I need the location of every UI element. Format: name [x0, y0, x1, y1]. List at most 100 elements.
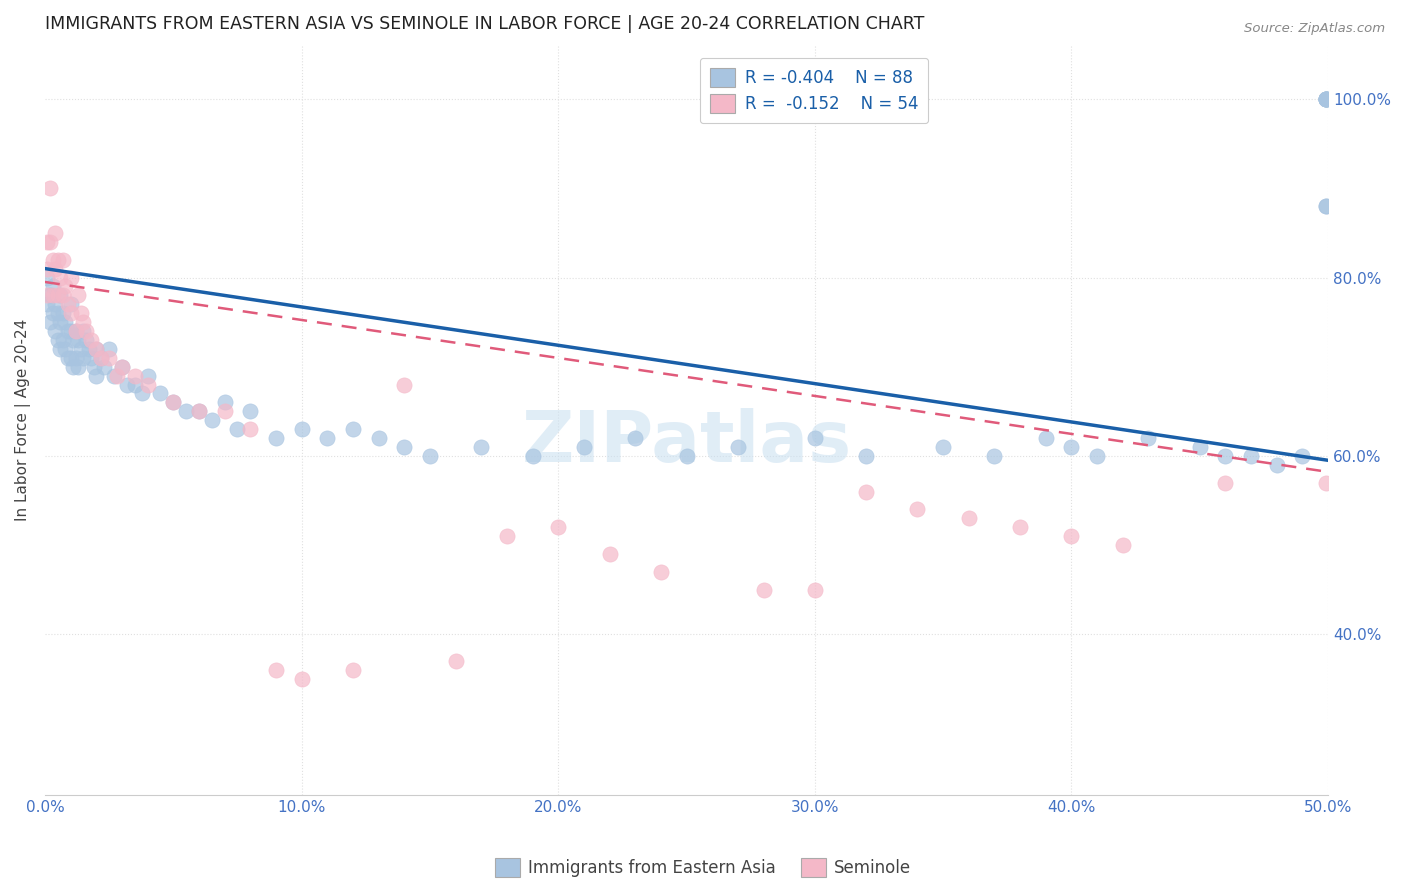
Point — [52, 333, 75, 347]
Point — [752, 582, 775, 597]
Point — [1137, 431, 1160, 445]
Point — [470, 440, 492, 454]
Point — [1010, 520, 1032, 534]
Point — [83, 359, 105, 374]
Point — [55, 279, 77, 293]
Point — [239, 422, 262, 436]
Point — [49, 288, 72, 302]
Point — [41, 252, 63, 267]
Point — [84, 342, 107, 356]
Point — [1315, 92, 1337, 106]
Point — [44, 261, 66, 276]
Point — [39, 181, 62, 195]
Point — [67, 288, 90, 302]
Point — [855, 449, 877, 463]
Point — [46, 252, 69, 267]
Legend: R = -0.404    N = 88, R =  -0.152    N = 54: R = -0.404 N = 88, R = -0.152 N = 54 — [700, 58, 928, 123]
Point — [49, 342, 72, 356]
Point — [59, 351, 82, 365]
Point — [727, 440, 749, 454]
Point — [1240, 449, 1263, 463]
Point — [855, 484, 877, 499]
Point — [55, 315, 77, 329]
Point — [49, 270, 72, 285]
Point — [44, 297, 66, 311]
Point — [37, 297, 59, 311]
Point — [67, 333, 90, 347]
Point — [444, 654, 467, 668]
Point — [675, 449, 697, 463]
Point — [105, 368, 128, 383]
Point — [316, 431, 339, 445]
Point — [72, 315, 94, 329]
Point — [599, 547, 621, 561]
Point — [957, 511, 980, 525]
Point — [67, 359, 90, 374]
Point — [392, 377, 415, 392]
Point — [136, 377, 159, 392]
Point — [37, 261, 59, 276]
Point — [75, 324, 97, 338]
Point — [37, 235, 59, 249]
Point — [46, 333, 69, 347]
Point — [72, 351, 94, 365]
Point — [98, 342, 121, 356]
Point — [62, 333, 84, 347]
Point — [44, 324, 66, 338]
Point — [804, 582, 827, 597]
Point — [1215, 449, 1237, 463]
Point — [214, 404, 236, 418]
Point — [65, 324, 87, 338]
Point — [214, 395, 236, 409]
Point — [1315, 92, 1337, 106]
Point — [572, 440, 595, 454]
Point — [80, 333, 103, 347]
Point — [98, 351, 121, 365]
Point — [84, 368, 107, 383]
Point — [1291, 449, 1313, 463]
Point — [1112, 538, 1135, 552]
Point — [49, 315, 72, 329]
Point — [1035, 431, 1057, 445]
Point — [201, 413, 224, 427]
Point — [174, 404, 197, 418]
Point — [56, 297, 79, 311]
Point — [290, 422, 312, 436]
Point — [52, 252, 75, 267]
Point — [93, 359, 115, 374]
Point — [983, 449, 1005, 463]
Point — [39, 288, 62, 302]
Point — [342, 663, 364, 677]
Point — [69, 306, 91, 320]
Point — [1085, 449, 1108, 463]
Point — [65, 351, 87, 365]
Point — [907, 502, 929, 516]
Point — [80, 351, 103, 365]
Point — [56, 324, 79, 338]
Point — [367, 431, 389, 445]
Point — [149, 386, 172, 401]
Point — [84, 342, 107, 356]
Point — [650, 565, 672, 579]
Text: Source: ZipAtlas.com: Source: ZipAtlas.com — [1244, 22, 1385, 36]
Point — [495, 529, 517, 543]
Point — [1188, 440, 1211, 454]
Point — [131, 386, 153, 401]
Point — [62, 359, 84, 374]
Point — [392, 440, 415, 454]
Point — [46, 306, 69, 320]
Point — [1315, 92, 1337, 106]
Point — [41, 279, 63, 293]
Point — [39, 235, 62, 249]
Point — [1060, 529, 1083, 543]
Point — [65, 324, 87, 338]
Point — [111, 359, 134, 374]
Point — [1265, 458, 1288, 472]
Point — [77, 342, 100, 356]
Point — [39, 315, 62, 329]
Point — [59, 324, 82, 338]
Point — [547, 520, 569, 534]
Point — [55, 342, 77, 356]
Point — [264, 431, 287, 445]
Point — [52, 306, 75, 320]
